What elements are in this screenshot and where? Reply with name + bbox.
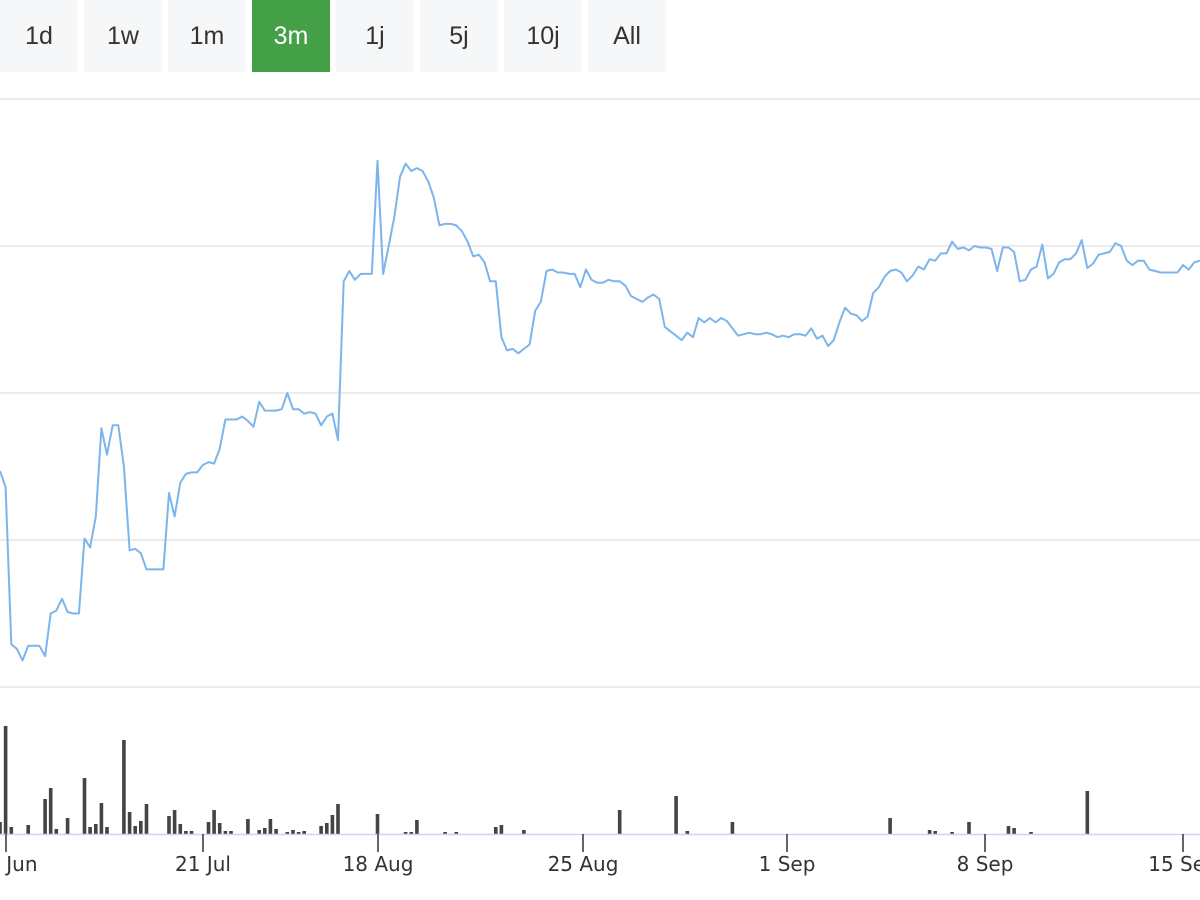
volume-bar [1029, 832, 1033, 834]
volume-bar [674, 796, 678, 834]
volume-bar [206, 822, 211, 834]
volume-bar [246, 819, 250, 834]
volume-bar [82, 778, 87, 834]
volume-bar [403, 832, 408, 834]
volume-bar [178, 824, 183, 834]
volume-bar [950, 832, 954, 834]
volume-bar [730, 822, 735, 834]
volume-bar [167, 816, 171, 834]
volume-bar [43, 799, 47, 834]
volume-bar [443, 832, 447, 834]
volume-bar [184, 831, 188, 834]
volume-bar [0, 822, 2, 834]
range-button-3m[interactable]: 3m [252, 0, 330, 72]
range-selector: 1d 1w 1m 3m 1j 5j 10j All [0, 0, 672, 72]
volume-bar [223, 831, 228, 834]
volume-bar [172, 810, 177, 834]
volume-bar [212, 810, 216, 834]
volume-bar [927, 830, 932, 834]
volume-bar [94, 824, 98, 834]
volume-bar [54, 829, 59, 834]
volume-bar [415, 820, 419, 834]
volume-bar [494, 827, 498, 834]
range-button-1j[interactable]: 1j [336, 0, 414, 72]
x-tick-label: 21 Jul [175, 852, 231, 876]
volume-bar [522, 830, 526, 834]
volume-bar [409, 832, 414, 834]
volume-bar [65, 818, 70, 834]
volume-bar [133, 826, 137, 834]
volume-bar [325, 823, 329, 834]
volume-bar [888, 818, 892, 834]
volume-bar [302, 831, 306, 834]
volume-bar [967, 822, 971, 834]
volume-bar [105, 827, 109, 834]
volume-bar [263, 828, 267, 834]
range-button-10j[interactable]: 10j [504, 0, 582, 72]
volume-bar [88, 827, 92, 834]
range-button-all[interactable]: All [588, 0, 666, 72]
volume-bar [122, 740, 126, 834]
volume-bar [1012, 828, 1016, 834]
volume-bar [257, 830, 261, 834]
volume-bar [189, 831, 194, 834]
volume-bar [336, 804, 340, 834]
volume-bar [319, 826, 323, 834]
x-tick-label: 16 Jun [0, 852, 38, 876]
volume-bar [685, 831, 690, 834]
volume-bar [499, 825, 504, 834]
x-tick-label: 1 Sep [759, 852, 816, 876]
range-button-5j[interactable]: 5j [420, 0, 498, 72]
volume-bar [285, 832, 290, 834]
price-line [0, 159, 1200, 662]
volume-bar [933, 831, 937, 834]
volume-bar [1006, 826, 1011, 834]
range-button-1d[interactable]: 1d [0, 0, 78, 72]
volume-bar [454, 832, 459, 834]
range-button-1m[interactable]: 1m [168, 0, 246, 72]
volume-bar [268, 819, 273, 834]
volume-bar [144, 804, 149, 834]
range-button-1w[interactable]: 1w [84, 0, 162, 72]
volume-bar [3, 726, 8, 834]
volume-bar [330, 815, 335, 834]
volume-bar [127, 812, 132, 834]
volume-bar [274, 829, 278, 834]
volume-bar [26, 825, 30, 834]
volume-bar [1085, 791, 1090, 834]
volume-bar [296, 832, 301, 834]
volume-bar [217, 823, 222, 834]
volume-bar [99, 803, 104, 834]
volume-bar [9, 827, 14, 834]
volume-bar [291, 830, 295, 834]
volume-bar [617, 810, 622, 834]
x-tick-label: 18 Aug [343, 852, 414, 876]
x-tick-label: 8 Sep [957, 852, 1014, 876]
volume-bar [375, 814, 380, 834]
x-tick-label: 25 Aug [548, 852, 619, 876]
volume-bar [139, 821, 143, 834]
x-tick-label: 15 Sep [1148, 852, 1200, 876]
volume-bar [48, 788, 53, 834]
volume-bar [229, 831, 233, 834]
